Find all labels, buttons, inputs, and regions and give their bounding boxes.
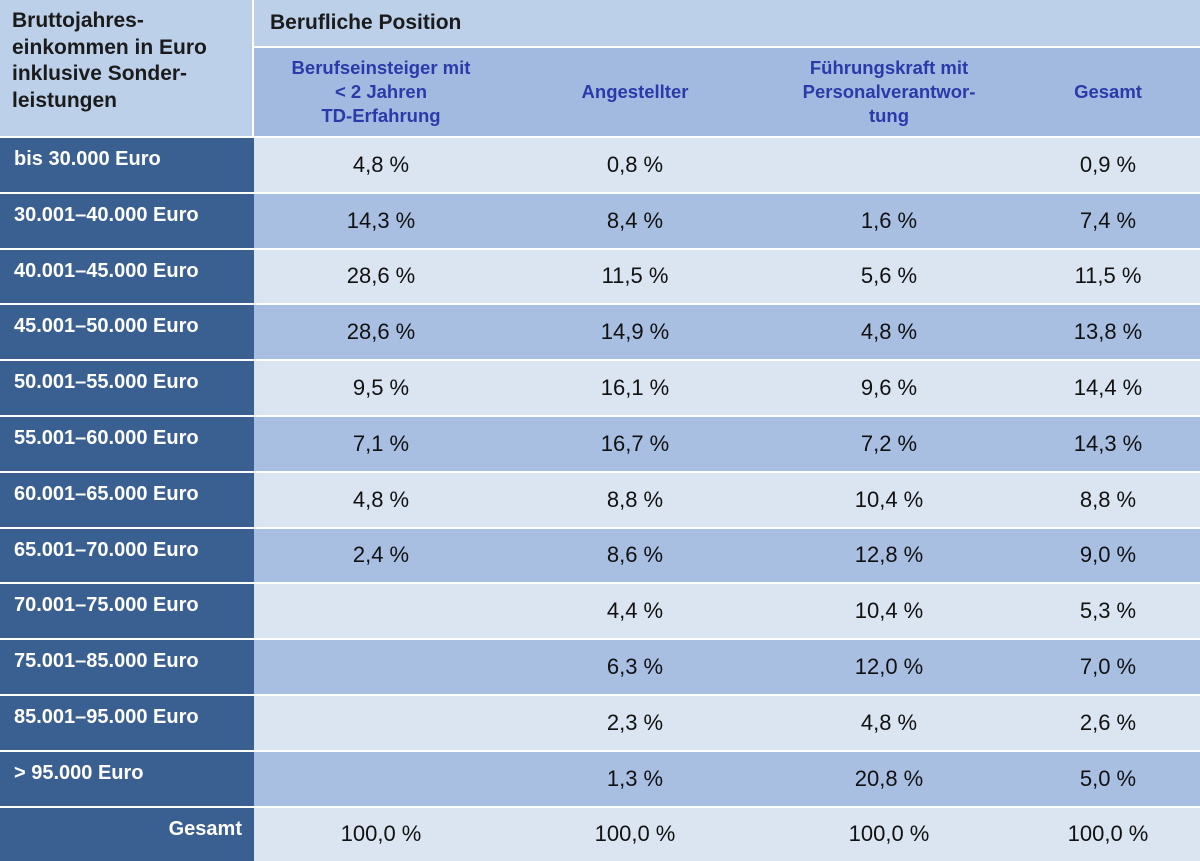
column-header-fuehrungskraft: Führungskraft mit Personalverantwor- tun… [762, 48, 1016, 136]
table-cell [254, 638, 508, 694]
table-cell: 100,0 % [762, 805, 1016, 861]
table-cell: 14,9 % [508, 303, 762, 360]
table-cell: 16,7 % [508, 414, 762, 471]
corner-header: Bruttojahres- einkommen in Euro inklusiv… [0, 0, 254, 136]
row-label: 30.001–40.000 Euro [0, 191, 254, 248]
table-cell: 100,0 % [1016, 805, 1200, 861]
table-cell: 28,6 % [254, 247, 508, 304]
table-cell: 11,5 % [508, 247, 762, 304]
table-cell: 9,0 % [1016, 526, 1200, 583]
table-cell [254, 582, 508, 639]
table-cell: 6,3 % [508, 638, 762, 694]
table-cell: 100,0 % [254, 805, 508, 861]
table-cell: 0,9 % [1016, 136, 1200, 192]
row-label: 65.001–70.000 Euro [0, 526, 254, 583]
row-label: > 95.000 Euro [0, 749, 254, 806]
total-row-label: Gesamt [0, 805, 254, 861]
table-cell: 1,6 % [762, 191, 1016, 248]
row-label: 45.001–50.000 Euro [0, 303, 254, 360]
table-cell: 4,8 % [762, 693, 1016, 750]
row-label: bis 30.000 Euro [0, 136, 254, 192]
table-cell: 8,4 % [508, 191, 762, 248]
table-cell: 14,3 % [1016, 414, 1200, 471]
table-cell: 4,8 % [254, 470, 508, 527]
table-cell: 0,8 % [508, 136, 762, 192]
table-cell: 13,8 % [1016, 303, 1200, 360]
table-cell: 7,4 % [1016, 191, 1200, 248]
table-cell [254, 749, 508, 806]
table-cell: 2,4 % [254, 526, 508, 583]
table-cell: 1,3 % [508, 749, 762, 806]
row-label: 70.001–75.000 Euro [0, 582, 254, 639]
table-cell [254, 693, 508, 750]
row-label: 55.001–60.000 Euro [0, 414, 254, 471]
table-cell: 8,6 % [508, 526, 762, 583]
column-header-gesamt: Gesamt [1016, 48, 1200, 136]
table-cell: 8,8 % [1016, 470, 1200, 527]
table-cell: 12,8 % [762, 526, 1016, 583]
position-title: Berufliche Position [254, 0, 1200, 48]
row-label: 75.001–85.000 Euro [0, 638, 254, 694]
table-cell: 5,6 % [762, 247, 1016, 304]
table-cell: 7,0 % [1016, 638, 1200, 694]
table-cell: 7,2 % [762, 414, 1016, 471]
table-cell: 4,4 % [508, 582, 762, 639]
table-cell: 4,8 % [762, 303, 1016, 360]
table-cell: 10,4 % [762, 582, 1016, 639]
row-label: 40.001–45.000 Euro [0, 247, 254, 304]
table-cell: 2,6 % [1016, 693, 1200, 750]
table-cell: 28,6 % [254, 303, 508, 360]
table-cell: 9,5 % [254, 359, 508, 415]
table-cell: 8,8 % [508, 470, 762, 527]
table-cell: 4,8 % [254, 136, 508, 192]
table-cell: 10,4 % [762, 470, 1016, 527]
table-cell: 20,8 % [762, 749, 1016, 806]
row-label: 60.001–65.000 Euro [0, 470, 254, 527]
table-cell: 14,4 % [1016, 359, 1200, 415]
table-cell: 2,3 % [508, 693, 762, 750]
table-cell: 14,3 % [254, 191, 508, 248]
table-cell [762, 136, 1016, 192]
table-cell: 100,0 % [508, 805, 762, 861]
table-cell: 16,1 % [508, 359, 762, 415]
table-cell: 5,0 % [1016, 749, 1200, 806]
row-label: 85.001–95.000 Euro [0, 693, 254, 750]
table-cell: 5,3 % [1016, 582, 1200, 639]
table-cell: 9,6 % [762, 359, 1016, 415]
column-header-berufseinsteiger: Berufseinsteiger mit < 2 Jahren TD-Erfah… [254, 48, 508, 136]
row-label: 50.001–55.000 Euro [0, 359, 254, 415]
table-cell: 7,1 % [254, 414, 508, 471]
column-header-angestellter: Angestellter [508, 48, 762, 136]
table-cell: 12,0 % [762, 638, 1016, 694]
table-cell: 11,5 % [1016, 247, 1200, 304]
